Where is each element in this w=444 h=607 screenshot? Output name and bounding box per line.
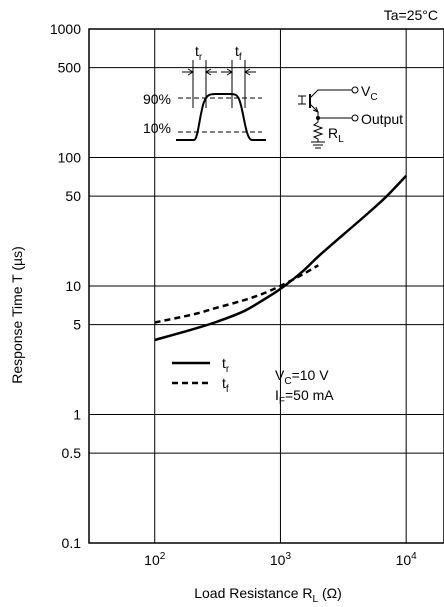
pulse-waveform xyxy=(176,93,266,141)
circuit-rl-label: RL xyxy=(328,125,344,145)
y-tick-label: 50 xyxy=(65,188,81,204)
y-tick-label: 0.5 xyxy=(62,445,82,461)
y-tick-label: 1000 xyxy=(50,21,81,37)
transistor-collector xyxy=(309,89,352,99)
waveform-inset: tr tf 90% 10% xyxy=(143,43,266,141)
y-tick-label: 0.1 xyxy=(62,535,82,551)
y-tick-label: 100 xyxy=(58,150,82,166)
led-symbol xyxy=(298,95,306,105)
inset-90-label: 90% xyxy=(143,91,171,107)
series-line-tf xyxy=(154,264,319,324)
y-tick-label: 500 xyxy=(58,60,82,76)
inset-tr-label: tr xyxy=(195,43,203,63)
x-tick-label: 103 xyxy=(270,551,292,568)
ground-symbol xyxy=(311,141,325,149)
legend-tf-label: tf xyxy=(222,375,229,395)
circuit-vc-label: VC xyxy=(361,83,378,103)
tf-arrow-right xyxy=(244,68,256,76)
grid-layer xyxy=(88,28,444,544)
output-terminal xyxy=(351,114,359,122)
vc-terminal xyxy=(351,86,359,94)
inset-tf-label: tf xyxy=(235,43,242,63)
condition-vc: VC=10 V xyxy=(275,367,329,387)
legend-tr-label: tr xyxy=(222,355,230,375)
inset-10-label: 10% xyxy=(143,120,171,136)
tick-labels: 0.1 0.5 1 5 10 50 100 500 1000 102 103 104 xyxy=(50,21,417,568)
tr-arrow-left xyxy=(182,68,194,76)
x-tick-label: 102 xyxy=(144,551,166,568)
x-axis-label: Load Resistance RL (Ω) xyxy=(194,585,342,605)
y-tick-label: 10 xyxy=(65,278,81,294)
condition-label: Ta=25°C xyxy=(384,7,438,23)
tf-arrow-left xyxy=(221,68,233,76)
series-layer xyxy=(154,174,408,342)
y-tick-label: 5 xyxy=(73,317,81,333)
tr-arrow-right xyxy=(205,68,217,76)
test-conditions: VC=10 V IF=50 mA xyxy=(275,367,334,407)
x-tick-label: 104 xyxy=(396,551,418,568)
circuit-output-label: Output xyxy=(361,111,403,127)
circuit-inset: VC Output RL xyxy=(298,83,403,149)
legend: tr tf xyxy=(172,355,230,395)
emitter-arrow xyxy=(312,106,319,113)
y-axis-label: Response Time T (µs) xyxy=(9,246,25,383)
load-resistor xyxy=(312,118,324,142)
y-tick-label: 1 xyxy=(73,407,81,423)
condition-if: IF=50 mA xyxy=(275,387,334,407)
